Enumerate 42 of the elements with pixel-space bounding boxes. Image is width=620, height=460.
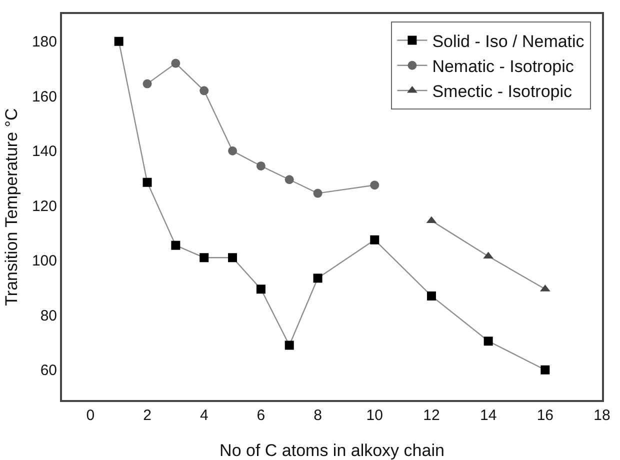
x-tick-label: 4 — [200, 407, 208, 424]
point — [171, 58, 180, 68]
point — [256, 284, 266, 294]
point — [370, 235, 380, 244]
point — [142, 79, 152, 88]
point — [142, 178, 152, 187]
x-tick-label: 14 — [480, 407, 497, 424]
point — [370, 180, 380, 190]
point — [426, 291, 436, 300]
y-axis-title: Transition Temperature °C — [2, 108, 21, 306]
point — [313, 188, 322, 198]
y-tick-label: 120 — [32, 198, 57, 215]
point — [114, 36, 124, 46]
point — [484, 336, 493, 346]
point — [200, 253, 209, 262]
x-tick-label: 6 — [256, 407, 266, 424]
legend-label: Smectic - Isotropic — [432, 82, 573, 102]
y-tick-label: 180 — [32, 34, 57, 51]
y-tick-label: 60 — [40, 362, 57, 380]
y-tick-label: 160 — [32, 88, 57, 106]
point — [171, 240, 180, 250]
y-tick-label: 140 — [32, 143, 57, 160]
y-tick-label: 80 — [40, 307, 57, 324]
point — [284, 175, 294, 184]
point — [284, 340, 294, 350]
x-tick-label: 12 — [423, 407, 440, 424]
legend-label: Nematic - Isotropic — [432, 57, 574, 76]
legend-label: Solid - Iso / Nematic — [432, 32, 585, 51]
x-tick-label: 2 — [143, 407, 152, 424]
x-tick-label: 10 — [366, 407, 383, 424]
point — [540, 365, 550, 374]
point — [200, 86, 209, 96]
point — [228, 253, 238, 262]
x-tick-label: 0 — [86, 407, 95, 424]
point — [228, 146, 238, 156]
x-tick-label: 18 — [594, 407, 610, 424]
point — [313, 274, 322, 283]
point — [256, 161, 266, 170]
x-tick-label: 16 — [536, 407, 554, 424]
y-tick-label: 100 — [32, 252, 57, 270]
x-tick-label: 8 — [314, 407, 322, 424]
x-axis-title: No of C atoms in alkoxy chain — [220, 441, 444, 460]
